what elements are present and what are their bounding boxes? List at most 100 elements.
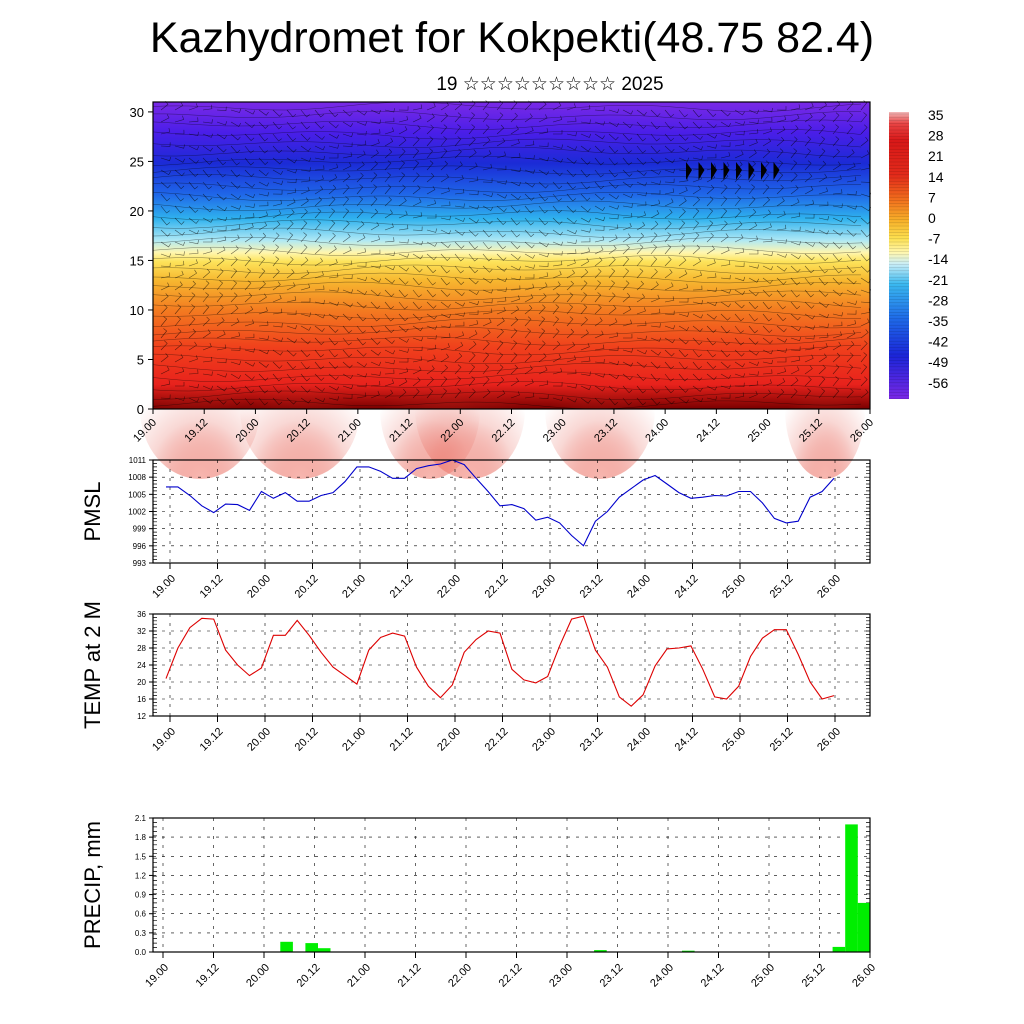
y-tick-label: 1002 — [128, 508, 146, 517]
wind-flag — [748, 162, 755, 180]
x-tick-label: 25.00 — [720, 573, 748, 601]
wind-flag — [711, 162, 717, 180]
x-tick-label: 22.12 — [483, 573, 511, 601]
colorbar-label: 21 — [928, 148, 944, 164]
precip-bar — [832, 946, 846, 952]
y-axis-label: PMSL — [80, 482, 105, 542]
x-tick-label: 24.00 — [648, 962, 676, 990]
precip-panel: 2.1 1.8 1.5 1.2 0.9 0.6 0.3 0.0 19.00 19.12 20.00 2… — [80, 814, 878, 990]
y-tick-label: 1.5 — [135, 852, 147, 861]
colorbar-contour-lines — [889, 113, 909, 399]
precip-bar — [845, 824, 858, 952]
grid-lines — [153, 817, 871, 953]
heatmap-y-tick-label: 5 — [137, 352, 144, 367]
x-tick-label: 19.12 — [198, 573, 226, 601]
y-tick-label: 0.9 — [135, 891, 147, 900]
x-tick-label: 20.00 — [245, 573, 273, 601]
x-tick-label: 20.12 — [295, 962, 323, 990]
y-tick-label: 12 — [137, 712, 146, 721]
x-tick-label: 20.12 — [293, 573, 321, 601]
y-tick-label: 1011 — [129, 456, 147, 465]
x-tick-label: 21.00 — [340, 726, 368, 754]
colorbar-label: -21 — [928, 272, 948, 288]
wind-flag — [773, 162, 780, 180]
precip-bar — [594, 950, 607, 952]
colorbar-label: 0 — [928, 210, 936, 226]
x-tick-label: 23.12 — [598, 962, 626, 990]
heatmap-x-tick-label: 24.12 — [695, 417, 723, 445]
heatmap-x-tick-label: 25.00 — [746, 417, 774, 445]
x-tick-label: 20.12 — [293, 726, 321, 754]
colorbar-label: 14 — [928, 169, 944, 185]
chart-title: Kazhydromet for Kokpekti(48.75 82.4) — [149, 14, 875, 62]
x-tick-label: 25.12 — [800, 962, 828, 990]
heatmap-y-tick-label: 30 — [130, 105, 144, 120]
x-tick-label: 21.12 — [396, 962, 424, 990]
x-tick-label: 24.12 — [673, 726, 701, 754]
x-tick-label: 25.00 — [720, 726, 748, 754]
x-tick-label: 26.00 — [815, 573, 843, 601]
heatmap-y-tick-label: 10 — [130, 303, 144, 318]
x-tick-label: 25.00 — [749, 962, 777, 990]
colorbar-label: -35 — [928, 313, 948, 329]
colorbar-label: 35 — [928, 107, 944, 123]
y-tick-label: 1005 — [128, 490, 146, 499]
colorbar-label: -7 — [928, 231, 941, 247]
grid-lines — [153, 459, 870, 564]
temp-panel: 36 32 28 24 20 16 12 19.00 19.12 20.00 20.12 21.00 2… — [80, 601, 871, 754]
wind-flag — [761, 162, 767, 180]
chart-subtitle: 19 ☆☆☆☆☆☆☆☆☆ 2025 — [436, 74, 664, 95]
y-axis-label: TEMP at 2 M — [80, 601, 105, 729]
x-tick-label: 19.00 — [143, 962, 171, 990]
heatmap-contours — [152, 101, 862, 410]
x-tick-label: 19.00 — [150, 573, 178, 601]
colorbar-labels: 35 28 21 14 7 0 -7 -14 -21 -28 -35 -42 -49 -56 — [928, 107, 948, 391]
x-tick-label: 25.12 — [768, 573, 796, 601]
y-tick-label: 0.6 — [135, 910, 147, 919]
y-tick-label: 32 — [137, 627, 146, 636]
y-tick-label: 16 — [137, 695, 146, 704]
wind-flag — [723, 162, 730, 180]
plot-frame — [152, 817, 871, 953]
precip-bar — [317, 948, 331, 952]
x-tick-label: 26.00 — [850, 962, 878, 990]
y-tick-label: 0.3 — [135, 929, 147, 938]
x-tick-label: 22.00 — [435, 726, 463, 754]
y-tick-label: 24 — [137, 661, 146, 670]
wind-flag — [698, 162, 705, 180]
x-tick-label: 24.12 — [699, 962, 727, 990]
heatmap-y-tick-label: 20 — [130, 204, 144, 219]
colorbar-label: -28 — [928, 292, 948, 308]
colorbar-label: -42 — [928, 334, 948, 350]
pmsl-line — [166, 459, 835, 547]
colorbar-label: -14 — [928, 251, 948, 267]
x-tick-label: 22.12 — [483, 726, 511, 754]
x-tick-label: 23.12 — [578, 573, 606, 601]
x-tick-label: 26.00 — [815, 726, 843, 754]
y-tick-label: 28 — [137, 644, 146, 653]
colorbar-label: -49 — [928, 354, 948, 370]
precip-bar — [305, 943, 318, 952]
x-tick-label: 23.12 — [578, 726, 606, 754]
temp-line — [165, 615, 835, 707]
colorbar-fill — [889, 112, 909, 399]
x-tick-label: 25.12 — [768, 726, 796, 754]
y-tick-label: 2.1 — [135, 814, 147, 823]
x-tick-label: 19.12 — [194, 962, 222, 990]
colorbar-label: -56 — [928, 375, 948, 391]
heatmap-y-tick-label: 15 — [130, 253, 144, 268]
precip-bar — [857, 902, 871, 952]
y-tick-label: 996 — [133, 542, 147, 551]
heatmap-y-tick-label: 25 — [130, 154, 144, 169]
x-tick-label: 19.00 — [150, 726, 178, 754]
wind-barbs — [160, 100, 872, 406]
wind-flag — [736, 162, 742, 180]
y-tick-label: 20 — [137, 678, 146, 687]
y-tick-label: 1.2 — [135, 871, 147, 880]
minor-ticks — [153, 817, 870, 953]
x-tick-label: 21.00 — [340, 573, 368, 601]
x-tick-label: 21.12 — [388, 573, 416, 601]
x-tick-label: 22.12 — [497, 962, 525, 990]
colorbar-label: 7 — [928, 189, 936, 205]
y-axis-label: PRECIP, mm — [80, 821, 105, 949]
